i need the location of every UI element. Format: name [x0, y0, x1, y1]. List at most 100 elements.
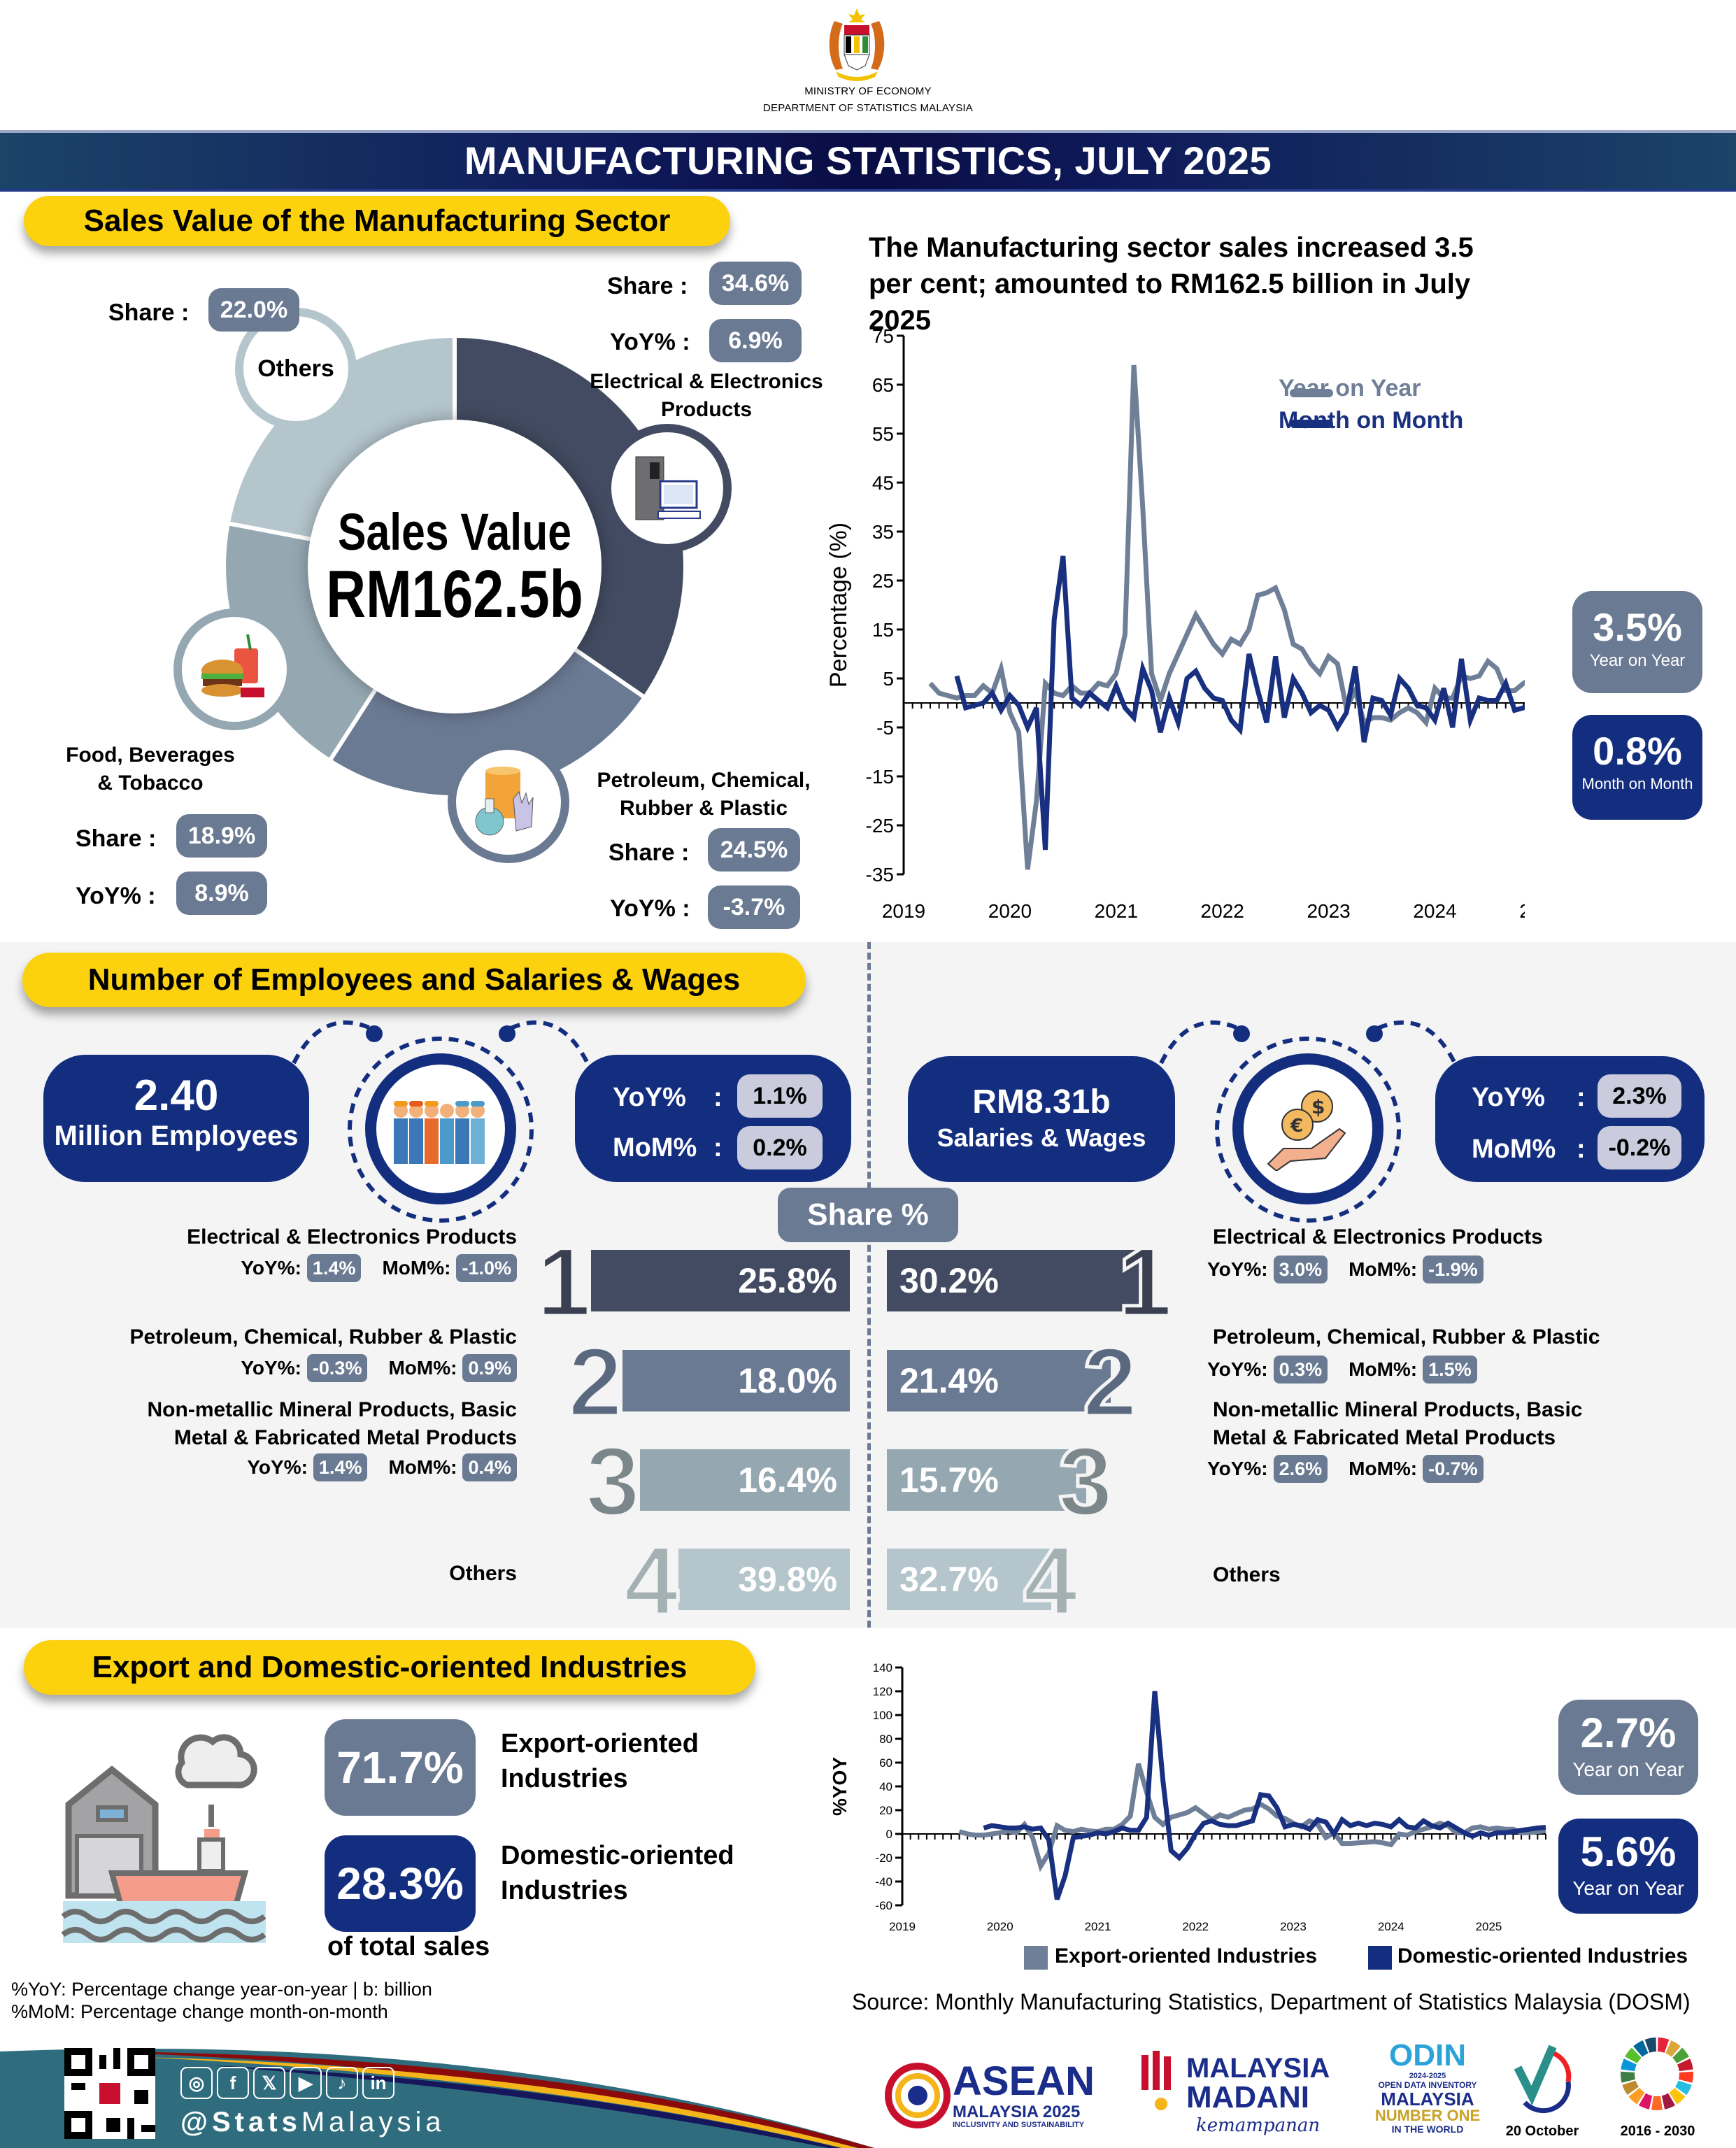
asean-logo-tag: INCLUSIVITY AND SUSTAINABILITY [953, 2121, 1085, 2129]
y-tick-label: 120 [873, 1685, 892, 1698]
export-yoy-callout: 2.7% Year on Year [1558, 1700, 1698, 1795]
y-tick-label: 5 [883, 668, 894, 690]
x-tick-label: 2023 [1307, 900, 1350, 922]
social-handle-bold: @Stats [180, 2107, 301, 2138]
odin-logo: ODIN 2024-2025 OPEN DATA INVENTORY MALAY… [1368, 2040, 1487, 2138]
electrical-yoy-label: YoY% : [610, 329, 690, 355]
y-tick-label: 75 [872, 325, 894, 347]
svg-text:$: $ [1311, 1095, 1325, 1118]
x-tick-label: 2025 [1519, 900, 1525, 922]
source-note: Source: Monthly Manufacturing Statistics… [852, 1989, 1691, 2014]
footer-band [0, 2048, 874, 2148]
domestic-yoy-callout: 5.6% Year on Year [1558, 1819, 1698, 1914]
petroleum-share-label: Share : [609, 839, 690, 866]
employee-rank-row: 16.4% 3 Non-metallic Mineral Products, Bas… [0, 1398, 864, 1532]
employees-growth-card: YoY% : 1.1% MoM% : 0.2% [575, 1055, 851, 1182]
y-axis-label: %YOY [829, 1757, 851, 1816]
legend-export-label: Export-oriented Industries [1055, 1944, 1318, 1968]
sdg-wheel-segment [1633, 2040, 1649, 2057]
x-tick-label: 2025 [1476, 1920, 1502, 1933]
hand-coins-icon: $ € [1267, 1090, 1346, 1171]
sdg-wheel-segment [1672, 2047, 1689, 2063]
social-icons: ◎ f 𝕏 ▶ ♪ in [180, 2067, 394, 2099]
malaysia-madani-logo: MALAYSIA MADANI kemampanan [1137, 2041, 1347, 2139]
odin-logo-sub1: OPEN DATA INVENTORY [1378, 2080, 1477, 2090]
x-tick-label: 2020 [987, 1920, 1013, 1933]
sales-growth-line-chart: 75 65 55 45 35 25 15 5 -5 -15 -25 -35 2019 2020 2021 20… [825, 325, 1525, 922]
wage-rank-name-line2: Metal & Fabricated Metal Products [1213, 1426, 1556, 1449]
employees-connector-decoration [292, 1020, 590, 1223]
wage-rank-row: 32.7% 4 Others [873, 1530, 1733, 1631]
employee-rank-name: Electrical & Electronics Products [187, 1225, 517, 1249]
employee-rank-number: 4 [622, 1525, 681, 1635]
y-tick-label: -60 [875, 1899, 892, 1912]
department-name: DEPARTMENT OF STATISTICS MALAYSIA [763, 102, 973, 114]
employee-share-bar: 39.8% [678, 1549, 850, 1610]
x-icon[interactable]: 𝕏 [253, 2067, 285, 2099]
employees-mom-label: MoM% [613, 1133, 697, 1162]
sdg-wheel-segment [1665, 2040, 1681, 2057]
employee-rank-number: 1 [535, 1227, 593, 1337]
domestic-yoy-caption: Year on Year [1572, 1877, 1684, 1899]
instagram-icon[interactable]: ◎ [180, 2067, 213, 2099]
wage-mom-value: -1.9% [1423, 1256, 1484, 1283]
wage-share-value: 15.7% [899, 1460, 999, 1500]
wage-share-bar: 15.7% [887, 1449, 1086, 1511]
sales-value-label: Sales Value [338, 503, 571, 561]
odin-logo-sub3: NUMBER ONE [1374, 2107, 1481, 2124]
export-yoy-value: 2.7% [1580, 1709, 1677, 1756]
linkedin-icon[interactable]: in [362, 2067, 394, 2099]
legend-domestic-label: Domestic-oriented Industries [1397, 1944, 1688, 1968]
barrel-flask-gloves-icon [475, 767, 534, 836]
petroleum-segment-name: Petroleum, Chemical, Rubber & Plastic [597, 769, 811, 820]
sdg-wheel-segment [1661, 2093, 1676, 2110]
others-label: Others [257, 355, 334, 382]
employee-share-value: 16.4% [738, 1460, 837, 1500]
qr-code[interactable] [64, 2048, 155, 2139]
employee-share-value: 18.0% [738, 1361, 837, 1400]
employee-yoy-label: YoY%: [247, 1456, 308, 1478]
wage-mom-label: MoM%: [1349, 1358, 1418, 1380]
facebook-icon[interactable]: f [217, 2067, 249, 2099]
wage-share-value: 30.2% [899, 1261, 999, 1300]
sales-yoy-value: 3.5% [1593, 605, 1682, 649]
y-tick-label: 0 [886, 1828, 892, 1841]
social-handle-light: Malaysia [301, 2107, 446, 2138]
statday-caption: 20 October [1505, 2124, 1579, 2139]
others-share-label: Share : [108, 299, 190, 326]
warehouse-ship-icon [61, 1734, 266, 1943]
sdg-wheel-segment [1621, 2058, 1637, 2072]
employee-share-bar: 18.0% [622, 1350, 850, 1411]
wage-rank-number: 2 [1081, 1327, 1139, 1437]
odin-logo-sub4: IN THE WORLD [1391, 2124, 1464, 2135]
youtube-icon[interactable]: ▶ [290, 2067, 322, 2099]
wage-rank-name: Petroleum, Chemical, Rubber & Plastic [1213, 1325, 1600, 1349]
sales-donut-chart [222, 333, 688, 799]
wage-rank-number: 1 [1116, 1227, 1174, 1337]
electrical-share-value: 34.6% [709, 262, 802, 305]
y-tick-label: -5 [876, 717, 894, 739]
domestic-share-value: 28.3% [325, 1835, 476, 1932]
asean-logo-sub: MALAYSIA 2025 [953, 2103, 1081, 2121]
wage-share-value: 32.7% [899, 1560, 999, 1599]
sdg-wheel-segment [1679, 2071, 1693, 2083]
y-tick-label: 100 [873, 1709, 892, 1722]
share-percent-header: Share % [778, 1188, 958, 1242]
employee-mom-label: MoM%: [382, 1257, 451, 1279]
wage-share-bar: 32.7% [887, 1549, 1051, 1610]
employee-yoy-label: YoY%: [241, 1357, 301, 1379]
asean-2025-logo: ASEAN MALAYSIA 2025 INCLUSIVITY AND SUST… [883, 2041, 1114, 2132]
of-total-sales-label: of total sales [327, 1932, 490, 1961]
x-tick-label: 2021 [1085, 1920, 1111, 1933]
wage-mom-label: MoM%: [1349, 1458, 1418, 1479]
petroleum-yoy-label: YoY% : [610, 895, 690, 922]
employees-count-card: 2.40 Million Employees [43, 1055, 309, 1182]
madani-logo-line2: MADANI [1186, 2080, 1309, 2114]
employee-mom-label: MoM%: [388, 1456, 457, 1478]
tiktok-icon[interactable]: ♪ [326, 2067, 358, 2099]
madani-logo-tag: kemampanan [1196, 2115, 1321, 2136]
x-tick-label: 2022 [1182, 1920, 1209, 1933]
sales-yoy-callout: 3.5% Year on Year [1572, 591, 1702, 693]
employee-rank-row: 25.8% 1 Electrical & Electronics Products Y… [0, 1225, 864, 1332]
employee-yoy-value: 1.4% [306, 1254, 362, 1282]
